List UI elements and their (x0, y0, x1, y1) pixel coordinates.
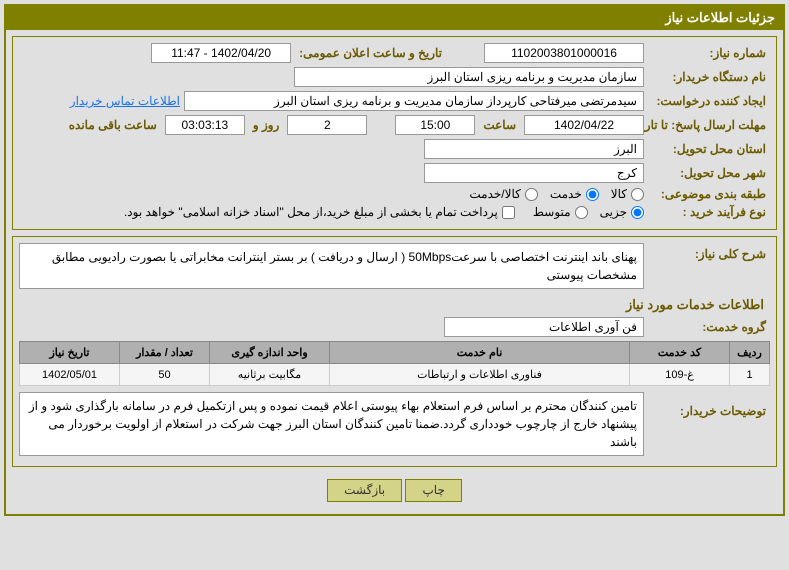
time-label: ساعت (479, 118, 520, 132)
services-section-title: اطلاعات خدمات مورد نیاز (19, 293, 770, 317)
cell-name: فناوری اطلاعات و ارتباطات (330, 364, 630, 386)
info-fieldset: شماره نیاز: 1102003801000016 تاریخ و ساع… (12, 36, 777, 230)
payment-checkbox[interactable]: پرداخت تمام یا بخشی از مبلغ خرید،از محل … (124, 205, 515, 219)
th-unit: واحد اندازه گیری (210, 342, 330, 364)
services-table: ردیف کد خدمت نام خدمت واحد اندازه گیری ت… (19, 341, 770, 386)
process-type-label: نوع فرآیند خرید : (648, 205, 770, 219)
deadline-time-value: 15:00 (395, 115, 475, 135)
th-code: کد خدمت (630, 342, 730, 364)
th-row: ردیف (730, 342, 770, 364)
cat-service-radio[interactable]: خدمت (550, 187, 599, 201)
cell-date: 1402/05/01 (20, 364, 120, 386)
contact-link[interactable]: اطلاعات تماس خریدار (70, 94, 180, 108)
description-text: پهنای باند اینترنت اختصاصی با سرعت50Mbps… (19, 243, 644, 289)
description-label: شرح کلی نیاز: (648, 243, 770, 261)
th-name: نام خدمت (330, 342, 630, 364)
deadline-date-value: 1402/04/22 (524, 115, 644, 135)
remaining-label: ساعت باقی مانده (65, 118, 161, 132)
announce-date-label: تاریخ و ساعت اعلان عمومی: (295, 46, 446, 60)
category-label: طبقه بندی موضوعی: (648, 187, 770, 201)
city-label: شهر محل تحویل: (648, 166, 770, 180)
process-radios: جزیی متوسط (533, 205, 644, 219)
requester-label: ایجاد کننده درخواست: (648, 94, 770, 108)
cell-unit: مگابیت برثانیه (210, 364, 330, 386)
main-panel: جزئیات اطلاعات نیاز شماره نیاز: 11020038… (4, 4, 785, 516)
details-fieldset: شرح کلی نیاز: پهنای باند اینترنت اختصاصی… (12, 236, 777, 467)
hours-remaining-value: 03:03:13 (165, 115, 245, 135)
group-value: فن آوری اطلاعات (444, 317, 644, 337)
print-button[interactable]: چاپ (405, 479, 461, 502)
proc-medium-radio[interactable]: متوسط (533, 205, 588, 219)
province-value: البرز (424, 139, 644, 159)
button-row: چاپ بازگشت (12, 473, 777, 508)
cell-code: غ-109 (630, 364, 730, 386)
table-row: 1 غ-109 فناوری اطلاعات و ارتباطات مگابیت… (20, 364, 770, 386)
deadline-label: مهلت ارسال پاسخ: تا تاریخ: (648, 118, 770, 132)
requester-value: سیدمرتضی میرفتاحی کارپرداز سازمان مدیریت… (184, 91, 644, 111)
cell-row: 1 (730, 364, 770, 386)
buyer-notes-label: توضیحات خریدار: (648, 392, 770, 418)
cat-goods-radio[interactable]: کالا (611, 187, 644, 201)
group-label: گروه خدمت: (648, 320, 770, 334)
days-label: روز و (249, 118, 284, 132)
city-value: کرج (424, 163, 644, 183)
province-label: استان محل تحویل: (648, 142, 770, 156)
th-date: تاریخ نیاز (20, 342, 120, 364)
buyer-org-label: نام دستگاه خریدار: (648, 70, 770, 84)
days-remaining-value: 2 (287, 115, 367, 135)
category-radios: کالا خدمت کالا/خدمت (469, 187, 644, 201)
th-qty: تعداد / مقدار (120, 342, 210, 364)
cat-goods-service-radio[interactable]: کالا/خدمت (469, 187, 537, 201)
cell-qty: 50 (120, 364, 210, 386)
proc-partial-radio[interactable]: جزیی (600, 205, 644, 219)
buyer-notes-text: تامین کنندگان محترم بر اساس فرم استعلام … (19, 392, 644, 456)
back-button[interactable]: بازگشت (327, 479, 402, 502)
announce-date-value: 1402/04/20 - 11:47 (151, 43, 291, 63)
panel-title: جزئیات اطلاعات نیاز (6, 6, 783, 30)
need-number-label: شماره نیاز: (648, 46, 770, 60)
need-number-value: 1102003801000016 (484, 43, 644, 63)
buyer-org-value: سازمان مدیریت و برنامه ریزی استان البرز (294, 67, 644, 87)
